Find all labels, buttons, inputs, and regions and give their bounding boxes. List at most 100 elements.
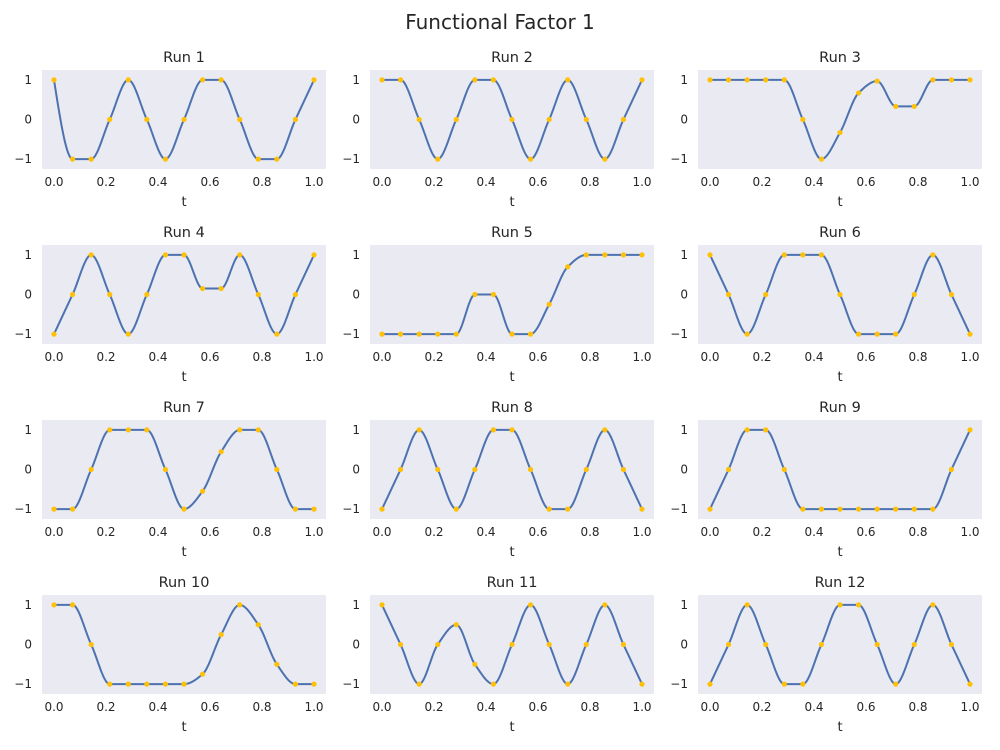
x-tick-label: 0.2 — [752, 525, 771, 539]
x-tick-label: 0.0 — [372, 350, 391, 364]
data-point — [744, 602, 750, 608]
data-point — [472, 291, 478, 298]
x-tick-label: 0.0 — [372, 175, 391, 189]
x-tick-label: 0.2 — [424, 700, 443, 714]
y-tick-label: 1 — [680, 423, 688, 437]
y-tick-label: 1 — [24, 248, 32, 262]
data-point — [707, 77, 713, 83]
data-point — [967, 681, 973, 687]
x-axis-label: t — [509, 545, 514, 560]
x-tick-label: 1.0 — [304, 350, 323, 364]
data-point — [855, 506, 862, 512]
data-point — [144, 681, 150, 687]
subplot-run-1: Run 1 0.0 0.2 0.4 0.6 0.8 1.0 1 0 −1 t — [14, 50, 326, 210]
data-point — [379, 506, 385, 512]
x-tick-label: 0.8 — [580, 350, 599, 364]
data-point — [397, 641, 404, 648]
data-point — [800, 116, 806, 123]
data-point — [69, 291, 76, 298]
data-point — [967, 331, 973, 337]
y-tick-label: 0 — [680, 638, 688, 652]
x-tick-label: 0.2 — [752, 350, 771, 364]
subplot-run-4: Run 4 0.0 0.2 0.4 0.6 0.8 1.0 1 0 −1 t — [14, 225, 326, 385]
data-point — [509, 116, 515, 123]
subplot-title: Run 5 — [491, 225, 533, 241]
data-point — [874, 331, 880, 337]
data-point — [162, 252, 169, 258]
data-point — [218, 449, 224, 455]
x-axis-label: t — [509, 720, 514, 735]
x-axis-label: t — [509, 370, 514, 385]
x-tick-label: 0.8 — [580, 700, 599, 714]
x-tick-label: 1.0 — [632, 175, 651, 189]
data-point — [181, 252, 187, 258]
y-tick-label: 0 — [24, 463, 32, 477]
x-tick-label: 0.6 — [856, 525, 875, 539]
data-point — [893, 681, 899, 687]
x-tick-label: 0.4 — [804, 525, 823, 539]
y-tick-label: −1 — [14, 677, 32, 691]
data-point — [237, 602, 243, 608]
data-point — [725, 291, 732, 298]
subplot-run-5: Run 5 0.0 0.2 0.4 0.6 0.8 1.0 1 0 −1 t — [342, 225, 654, 385]
data-point — [490, 427, 497, 433]
data-point — [490, 681, 497, 687]
x-tick-label: 0.4 — [476, 350, 495, 364]
x-tick-label: 0.8 — [252, 175, 271, 189]
data-point — [527, 602, 534, 608]
data-point — [237, 116, 243, 123]
data-point — [255, 156, 261, 162]
data-point — [874, 641, 880, 648]
data-point — [509, 427, 515, 433]
subplot-run-3: Run 3 0.0 0.2 0.4 0.6 0.8 1.0 1 0 −1 t — [670, 50, 982, 210]
data-point — [639, 252, 645, 258]
data-point — [51, 506, 57, 512]
data-point — [144, 427, 150, 433]
x-tick-label: 0.6 — [856, 700, 875, 714]
data-point — [707, 506, 713, 512]
subplot-title: Run 7 — [163, 400, 205, 416]
data-point — [893, 506, 899, 512]
data-point — [218, 632, 224, 638]
y-tick-label: 1 — [24, 73, 32, 87]
x-axis-label: t — [837, 370, 842, 385]
data-point — [416, 116, 422, 123]
subplot-title: Run 8 — [491, 400, 533, 416]
x-tick-label: 0.2 — [96, 350, 115, 364]
subplot-title: Run 10 — [159, 575, 210, 591]
data-point — [763, 291, 769, 298]
x-tick-label: 0.8 — [908, 350, 927, 364]
x-tick-label: 0.2 — [96, 525, 115, 539]
x-tick-label: 0.0 — [700, 175, 719, 189]
data-point — [744, 427, 750, 433]
data-point — [397, 331, 404, 337]
data-point — [107, 291, 113, 298]
x-tick-label: 0.2 — [424, 525, 443, 539]
data-point — [948, 77, 955, 83]
x-tick-label: 0.0 — [44, 700, 63, 714]
data-point — [583, 252, 589, 258]
data-point — [967, 427, 973, 433]
y-tick-label: 1 — [352, 73, 360, 87]
data-point — [199, 488, 206, 494]
data-point — [490, 77, 497, 83]
data-point — [855, 90, 862, 96]
y-tick-label: −1 — [670, 677, 688, 691]
x-tick-label: 0.4 — [804, 350, 823, 364]
x-axis-label: t — [837, 195, 842, 210]
data-point — [893, 103, 899, 110]
x-tick-label: 1.0 — [960, 700, 979, 714]
x-tick-label: 0.2 — [424, 175, 443, 189]
data-point — [800, 506, 806, 512]
data-point — [725, 641, 732, 648]
x-tick-label: 0.6 — [528, 350, 547, 364]
data-point — [583, 466, 589, 473]
plot-area — [42, 245, 326, 344]
data-point — [51, 602, 57, 608]
data-point — [818, 506, 825, 512]
subplot-run-12: Run 12 0.0 0.2 0.4 0.6 0.8 1.0 1 0 −1 t — [670, 575, 982, 735]
data-point — [855, 331, 862, 337]
y-tick-label: 1 — [352, 598, 360, 612]
y-tick-label: −1 — [670, 502, 688, 516]
subplot-run-6: Run 6 0.0 0.2 0.4 0.6 0.8 1.0 1 0 −1 t — [670, 225, 982, 385]
